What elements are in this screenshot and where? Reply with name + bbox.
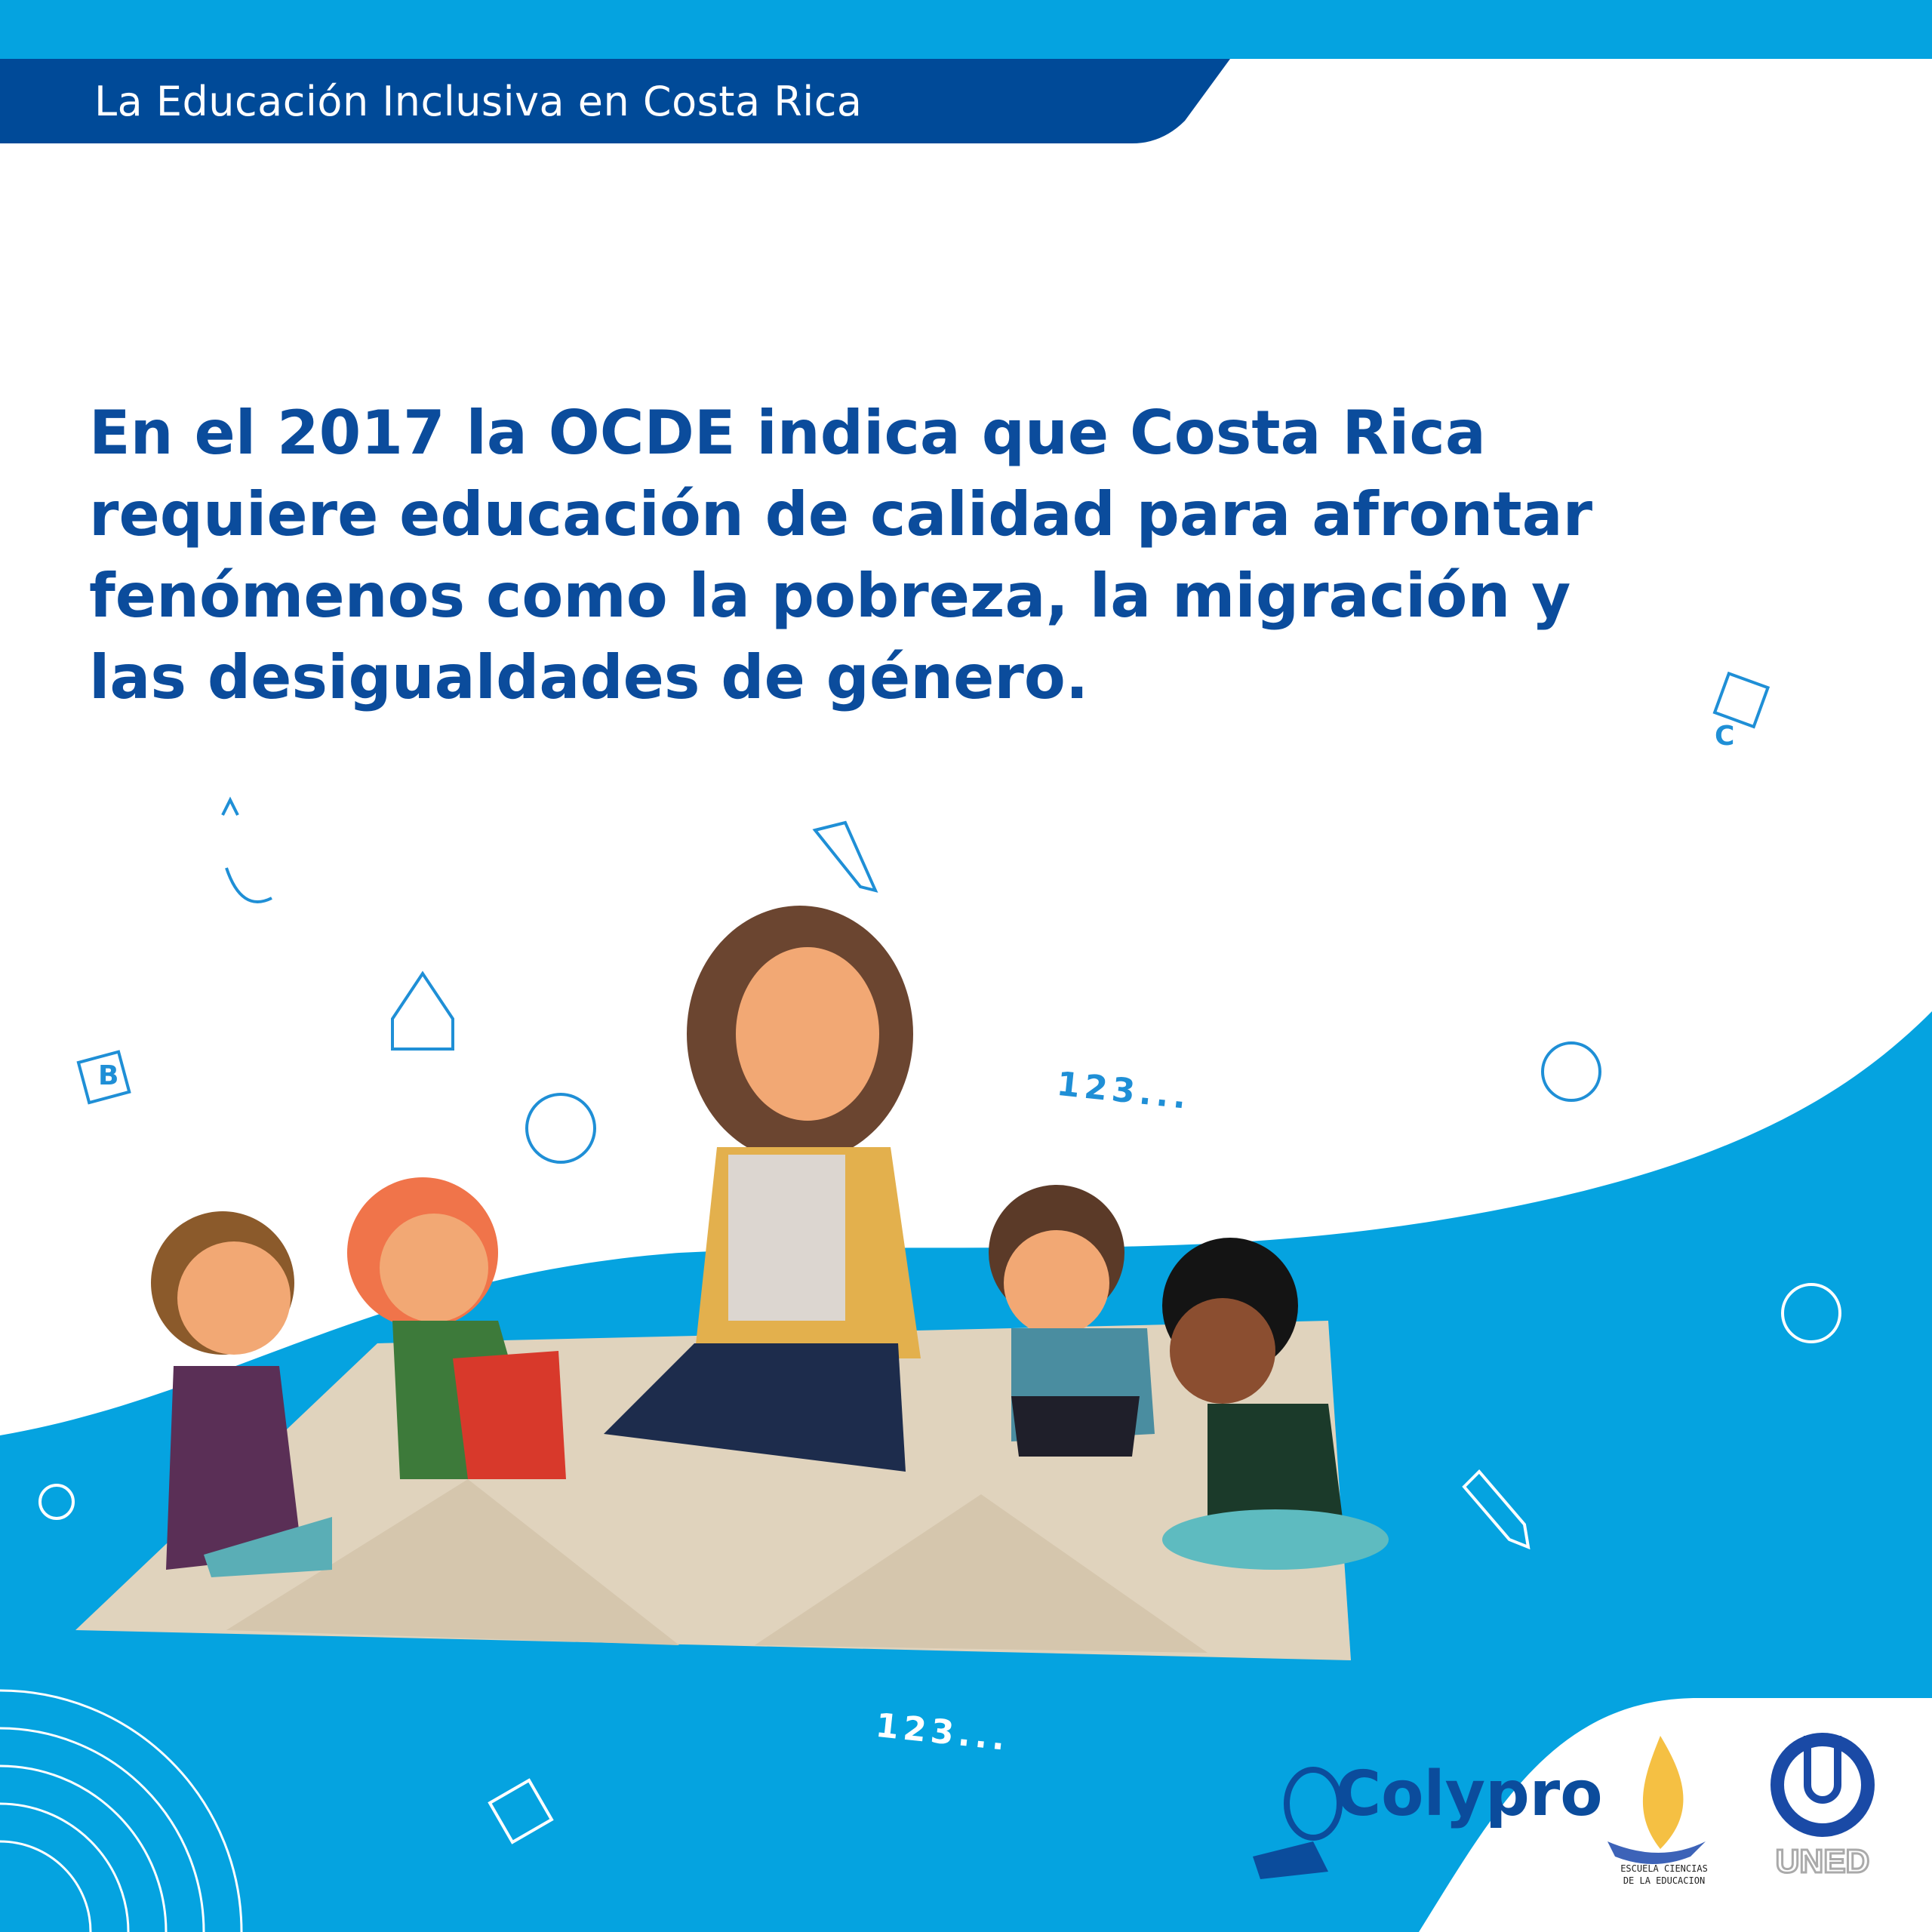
headline-line: requiere educación de calidad para afron… <box>89 479 1593 549</box>
uned-logo-text: UNED <box>1774 1842 1871 1881</box>
uned-logo <box>1770 1733 1875 1837</box>
escuela-line: ESCUELA CIENCIAS <box>1620 1863 1708 1874</box>
sun-icon <box>1541 1041 1601 1102</box>
sun-icon <box>525 1093 596 1164</box>
doodles-bottom <box>38 1283 1841 1844</box>
flower-icon <box>221 796 272 903</box>
escuela-line: DE LA EDUCACION <box>1623 1875 1706 1886</box>
teacher-illustration <box>604 906 921 1472</box>
block-letter: B <box>98 1060 119 1091</box>
pencil-icon <box>1462 1469 1531 1550</box>
top-band <box>0 0 1932 59</box>
headline: En el 2017 la OCDE indica que Costa Rica… <box>89 392 1598 718</box>
sun-icon <box>1781 1283 1841 1343</box>
rug-pattern <box>226 1479 1208 1653</box>
title-band <box>0 59 1230 143</box>
children-illustration <box>151 1177 1389 1577</box>
header-title: La Educación Inclusiva en Costa Rica <box>94 78 863 125</box>
escuela-flame-logo <box>1607 1736 1706 1864</box>
headline-line: En el 2017 la OCDE indica que Costa Rica <box>89 398 1486 468</box>
concentric-arcs <box>0 1689 243 1932</box>
headline-line: las desigualdades de género. <box>89 642 1089 712</box>
block-letter: C <box>1715 721 1735 752</box>
colypro-logo-text: Colypro <box>1336 1758 1603 1830</box>
flower-icon <box>38 1484 75 1520</box>
block-icon <box>1712 671 1770 729</box>
pencil-icon <box>812 820 878 893</box>
block-icon <box>76 1050 131 1105</box>
colypro-owl-logo <box>1253 1767 1343 1879</box>
puzzle-icon <box>488 1778 554 1844</box>
headline-line: fenómenos como la pobreza, la migración … <box>89 561 1571 631</box>
escuela-logo-text: ESCUELA CIENCIAS DE LA EDUCACION <box>1615 1863 1713 1887</box>
doodles-top <box>76 671 1770 1164</box>
house-icon <box>391 971 454 1051</box>
